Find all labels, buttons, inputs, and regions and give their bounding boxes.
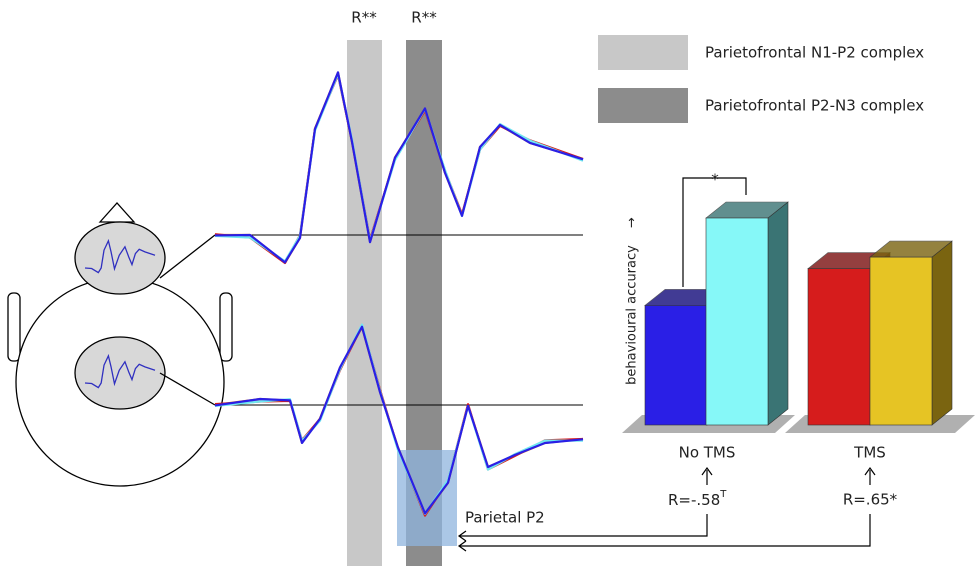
band-light xyxy=(347,40,382,566)
bar-chart xyxy=(622,201,975,433)
y-axis-label: behavioural accuracy xyxy=(625,245,640,385)
bar-side xyxy=(767,201,789,426)
correlation: R=-.58T xyxy=(668,489,727,509)
group-label: No TMS xyxy=(679,444,736,462)
group-label: TMS xyxy=(853,444,886,462)
bar xyxy=(869,256,933,426)
inset-wave xyxy=(84,238,156,274)
inset-wave xyxy=(84,353,156,389)
connectors xyxy=(457,177,876,552)
legend-swatch xyxy=(598,88,688,123)
waveform xyxy=(214,71,584,264)
correlation-text: R=-.58 xyxy=(668,491,720,509)
waveform xyxy=(214,325,584,515)
band-label: R** xyxy=(411,9,437,27)
bar xyxy=(705,217,769,426)
correlation: R=.65* xyxy=(843,491,898,509)
waveform xyxy=(214,73,584,263)
legend-label: Parietofrontal N1-P2 complex xyxy=(705,44,924,62)
band-label: R** xyxy=(351,9,377,27)
p2-highlight xyxy=(397,450,457,546)
correlation-sup: T xyxy=(719,489,727,500)
legend: Parietofrontal N1-P2 complex Parietofront… xyxy=(598,35,924,123)
bar xyxy=(807,268,871,426)
significance: * xyxy=(711,171,719,189)
y-axis-arrow: → xyxy=(625,217,640,228)
parietal-label: Parietal P2 xyxy=(465,509,545,527)
head xyxy=(7,202,233,487)
legend-swatch xyxy=(598,35,688,70)
bar xyxy=(644,305,708,426)
waveforms xyxy=(84,71,584,517)
bar-side xyxy=(931,240,953,426)
waveform xyxy=(214,71,584,264)
legend-label: Parietofrontal P2-N3 complex xyxy=(705,97,924,115)
